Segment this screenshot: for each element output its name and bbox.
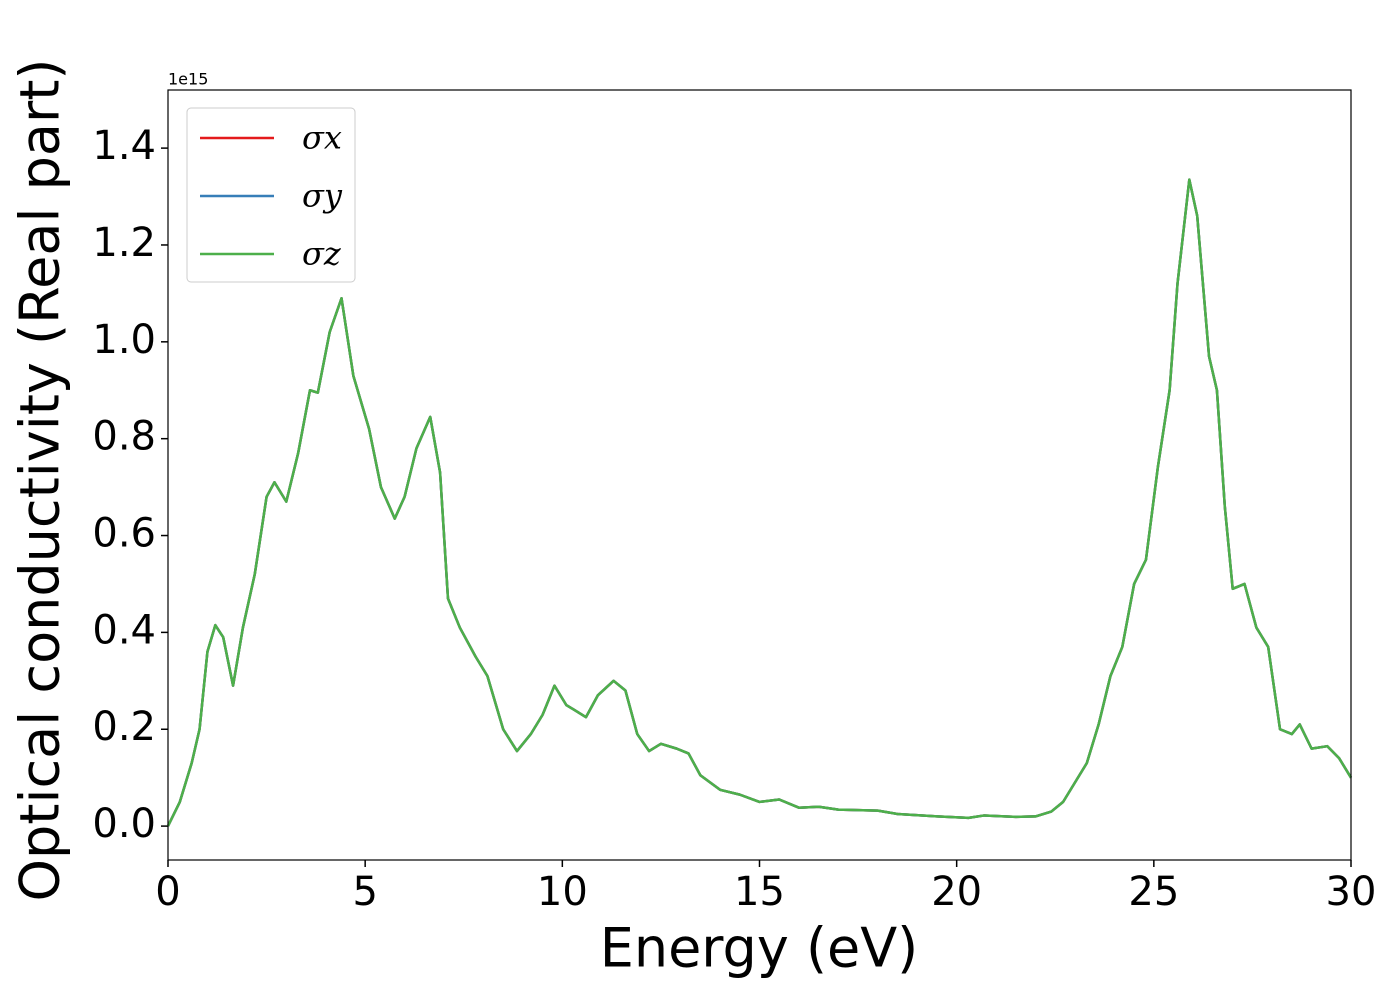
y-tick-label: 0.8 [92,414,156,460]
legend-label: σy [302,177,343,215]
y-tick-label: 0.2 [92,704,156,750]
y-offset-label: 1e15 [168,70,208,89]
legend-label: σx [302,119,342,157]
y-tick-label: 0.4 [92,607,156,653]
x-axis-label: Energy (eV) [600,917,919,980]
x-tick-label: 20 [931,869,982,915]
y-tick-label: 1.4 [92,123,156,169]
y-tick-label: 0.6 [92,511,156,557]
x-tick-label: 25 [1128,869,1179,915]
y-axis-label: Optical conductivity (Real part) [9,59,72,902]
x-tick-label: 5 [352,869,377,915]
legend-label: σz [302,235,342,273]
x-tick-label: 10 [537,869,588,915]
y-tick-label: 1.2 [92,220,156,266]
y-tick-label: 1.0 [92,317,156,363]
series-line [166,178,1353,827]
x-tick-label: 0 [155,869,180,915]
plot-frame [167,89,1352,861]
y-tick-label: 0.0 [92,801,156,847]
x-tick-label: 15 [734,869,785,915]
x-tick-label: 30 [1326,869,1377,915]
